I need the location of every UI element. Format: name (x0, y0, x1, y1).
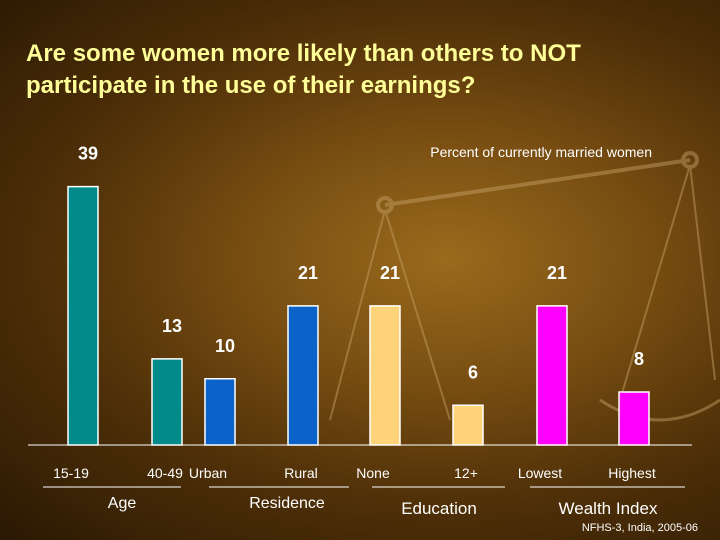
x-tick-label: Lowest (518, 465, 562, 481)
value-label: 21 (547, 263, 567, 283)
bar-lowest (536, 305, 568, 446)
group-label: Wealth Index (559, 499, 658, 518)
bar-rural (287, 305, 319, 446)
source-note: NFHS-3, India, 2005-06 (581, 522, 698, 534)
value-label: 21 (380, 263, 400, 283)
slide-title-line-1: Are some women more likely than others t… (26, 40, 581, 67)
x-tick-label: 12+ (454, 465, 478, 481)
x-tick-label: Urban (189, 465, 227, 481)
bar-15-19 (67, 185, 99, 446)
value-label: 8 (634, 349, 644, 369)
bar-highest (618, 391, 650, 446)
value-label: 6 (468, 362, 478, 382)
group-label: Education (401, 499, 477, 518)
chart-subtitle: Percent of currently married women (430, 144, 652, 160)
value-label: 39 (78, 144, 98, 164)
bars-layer (67, 185, 650, 446)
value-label: 10 (215, 336, 235, 356)
value-labels-layer: 39 13 10 21 21 6 21 8 (78, 144, 644, 383)
slide-title: Are some women more likely than others t… (26, 38, 706, 102)
tick-labels-layer: 15-19 40-49 Urban Rural None 12+ Lowest Highest (53, 465, 656, 481)
bar-none (369, 305, 401, 446)
x-tick-label: Rural (284, 465, 317, 481)
value-label: 21 (298, 263, 318, 283)
group-label: Age (108, 495, 137, 512)
bar-40-49 (151, 358, 183, 446)
value-label: 13 (162, 316, 182, 336)
slide-title-line-2: participate in the use of their earnings… (26, 72, 476, 99)
scales-of-justice-illustration (329, 151, 720, 422)
x-tick-label: Highest (608, 465, 656, 481)
group-label: Residence (249, 495, 325, 512)
bar-12- (452, 404, 484, 446)
bar-urban (204, 378, 236, 446)
x-tick-label: None (356, 465, 390, 481)
group-labels-layer: Age Residence Education Wealth Index (43, 486, 685, 518)
x-tick-label: 40-49 (147, 465, 183, 481)
x-tick-label: 15-19 (53, 465, 89, 481)
